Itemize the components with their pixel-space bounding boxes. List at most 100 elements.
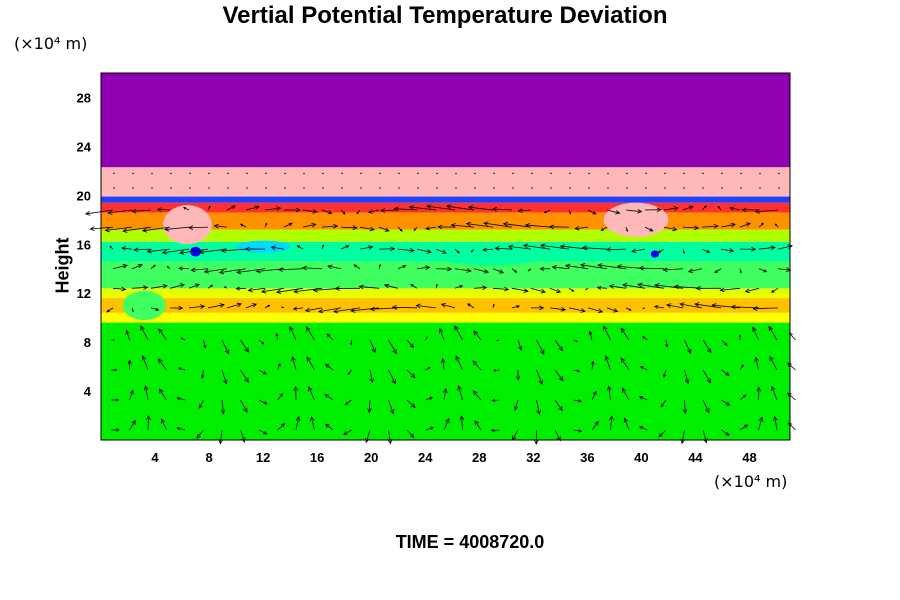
wind-vector — [581, 245, 608, 251]
wind-vector — [388, 399, 395, 415]
wind-vector — [369, 369, 374, 384]
wind-vector — [752, 326, 759, 341]
wind-vector — [638, 426, 648, 431]
wind-vector — [465, 221, 494, 228]
wind-vector — [539, 266, 551, 271]
wind-vector — [245, 205, 260, 211]
wind-vector — [277, 393, 284, 401]
wind-vector — [387, 429, 393, 445]
wind-vector — [324, 363, 334, 371]
wind-vector — [684, 369, 690, 385]
x-tick-label: 48 — [742, 450, 756, 465]
wind-vector — [536, 369, 543, 385]
wind-vector — [293, 287, 323, 294]
wind-vector — [245, 303, 258, 309]
wind-vector — [468, 205, 494, 211]
field-band — [101, 202, 790, 213]
wind-vector — [466, 303, 475, 309]
wind-vector — [494, 246, 513, 251]
y-tick-label: 28 — [77, 90, 91, 105]
wind-vector — [131, 307, 134, 313]
wind-vector — [620, 327, 630, 341]
wind-vector — [120, 246, 133, 251]
field-blob — [163, 205, 212, 245]
wind-vector — [425, 336, 428, 341]
wind-vector — [140, 325, 149, 341]
wind-vector — [291, 356, 297, 371]
wind-vector — [768, 325, 778, 341]
wind-vector — [492, 206, 513, 212]
wind-vector — [367, 399, 372, 414]
wind-vector — [684, 339, 692, 355]
wind-vector — [711, 303, 741, 309]
wind-vector — [334, 286, 361, 291]
wind-vector — [637, 282, 665, 289]
wind-vector — [240, 369, 249, 383]
wind-vector — [344, 399, 352, 406]
wind-vector — [517, 208, 532, 213]
wind-vector — [445, 204, 475, 211]
wind-vector — [533, 429, 539, 445]
wind-vector — [247, 287, 266, 293]
wind-vector — [295, 415, 301, 431]
y-axis-unit: (×10⁴ m) — [14, 34, 88, 53]
x-axis-unit: (×10⁴ m) — [714, 472, 788, 491]
x-tick-label: 40 — [634, 450, 648, 465]
wind-vector — [378, 263, 381, 269]
wind-vector — [758, 268, 768, 273]
wind-vector — [573, 369, 581, 373]
wind-vector — [176, 396, 186, 401]
wind-vector — [642, 307, 646, 309]
wind-vector — [188, 225, 209, 230]
wind-vector — [406, 339, 415, 349]
wind-vector — [573, 339, 578, 342]
wind-vector — [85, 209, 114, 216]
wind-vector — [221, 369, 228, 385]
wind-vector — [207, 205, 211, 211]
wind-vector — [702, 369, 712, 384]
wind-vector — [721, 429, 730, 436]
wind-vector — [717, 205, 722, 211]
wind-vector — [200, 369, 205, 379]
x-tick-label: 24 — [418, 450, 433, 465]
wind-vector — [218, 429, 224, 445]
wind-vector — [739, 394, 747, 401]
wind-vector — [551, 265, 570, 270]
wind-vector — [590, 360, 595, 371]
wind-vector — [682, 249, 685, 255]
wind-vector — [491, 398, 500, 403]
wind-vector — [426, 204, 456, 211]
wind-vector — [146, 248, 171, 254]
wind-vector — [587, 307, 604, 314]
wind-vector — [188, 304, 206, 309]
wind-vector — [720, 222, 736, 228]
wind-vector — [438, 327, 445, 341]
wind-vector — [608, 284, 627, 289]
wind-vector — [568, 287, 575, 292]
wind-vector — [318, 307, 342, 314]
y-tick-label: 20 — [77, 188, 91, 203]
wind-vector — [277, 267, 304, 272]
wind-vector — [585, 287, 589, 291]
wind-vector — [654, 283, 684, 289]
wind-vector — [657, 248, 665, 254]
wind-vector — [198, 248, 228, 255]
wind-vector — [492, 268, 504, 274]
wind-vector — [321, 209, 333, 215]
wind-vector — [579, 263, 608, 270]
wind-vector — [754, 209, 779, 214]
wind-vector — [378, 226, 390, 232]
wind-vector — [490, 428, 500, 433]
wind-vector — [435, 248, 447, 254]
x-axis-ticks: 4 8 12 16 20 24 28 32 36 40 44 48 — [151, 450, 756, 465]
wind-vector — [220, 248, 247, 253]
field-band — [101, 167, 790, 197]
wind-vector — [340, 245, 350, 250]
wind-vector — [596, 285, 608, 290]
wind-vector — [347, 369, 352, 376]
wind-vector — [182, 207, 190, 211]
wind-vector — [131, 285, 149, 290]
wind-vector — [292, 306, 304, 311]
wind-vector — [605, 247, 627, 252]
wind-vector — [758, 222, 764, 228]
